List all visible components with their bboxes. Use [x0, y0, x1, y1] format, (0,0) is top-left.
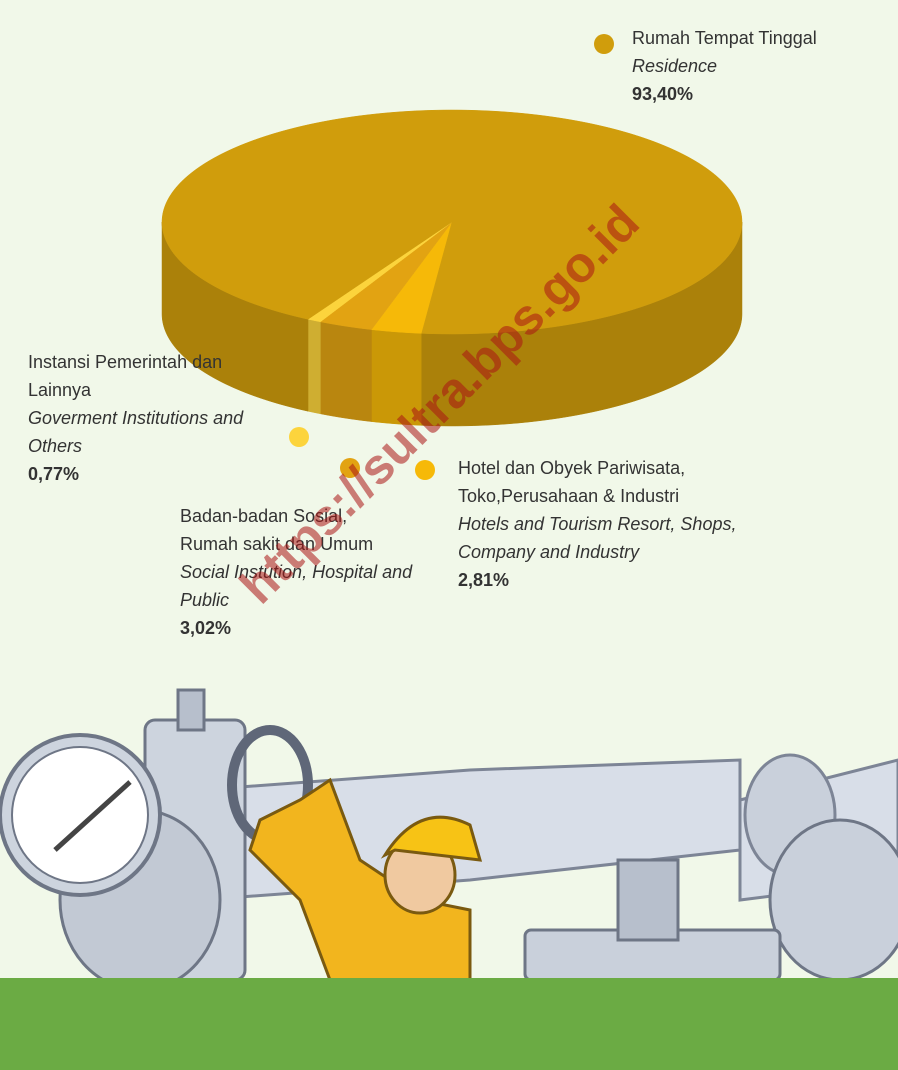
slice — [161, 109, 743, 335]
category-label-en: Goverment Institutions and Others — [28, 408, 244, 456]
category-label: Rumah Tempat Tinggal — [632, 28, 817, 48]
value-label: 2,81% — [458, 570, 510, 590]
value-label: 93,40% — [632, 84, 694, 104]
slice-label: Badan-badan Sosial, Rumah sakit dan Umum… — [180, 502, 440, 642]
category-label: Hotel dan Obyek Pariwisata, Toko,Perusah… — [458, 458, 686, 506]
value-label: 3,02% — [180, 618, 232, 638]
legend-dot — [289, 427, 309, 447]
slice-label: Hotel dan Obyek Pariwisata, Toko,Perusah… — [458, 454, 813, 594]
gauge-needle — [53, 780, 132, 852]
legend-dot — [594, 34, 614, 54]
value-label: 0,77% — [28, 464, 80, 484]
legend-dot — [415, 460, 435, 480]
slice-side — [307, 318, 321, 415]
category-label: Instansi Pemerintah dan Lainnya — [28, 352, 223, 400]
category-label-en: Social Instution, Hospital and Public — [180, 562, 413, 610]
category-label-en: Residence — [632, 56, 718, 76]
helmet — [380, 815, 483, 862]
valve — [616, 858, 680, 942]
slice-label: Rumah Tempat Tinggal Residence 93,40% — [632, 24, 898, 108]
slice — [319, 221, 453, 330]
category-label-en: Hotels and Tourism Resort, Shops, Compan… — [458, 514, 737, 562]
gauge-face — [11, 746, 149, 884]
valve-stem — [176, 688, 206, 732]
slice-label: Instansi Pemerintah dan Lainnya Goverment… — [28, 348, 268, 488]
legend-dot — [340, 458, 360, 478]
slice-side — [320, 321, 372, 422]
category-label: Badan-badan Sosial, Rumah sakit dan Umum — [180, 506, 374, 554]
ground — [0, 978, 898, 1070]
slice — [371, 221, 453, 334]
